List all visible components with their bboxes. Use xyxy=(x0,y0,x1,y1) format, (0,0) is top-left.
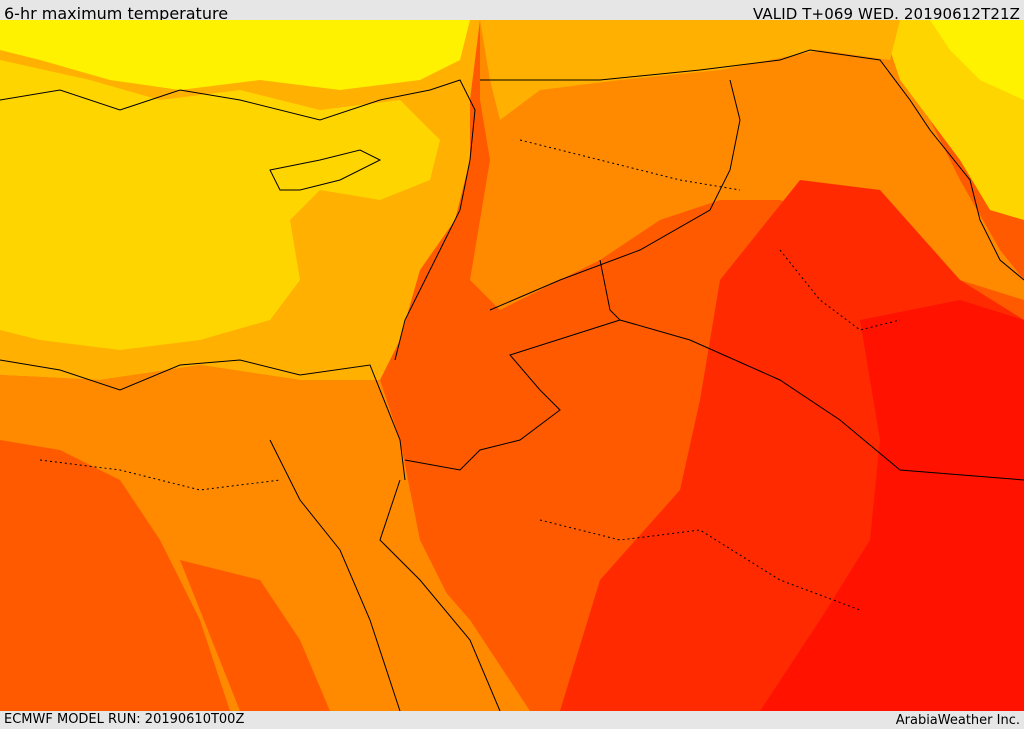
iraq-west-border xyxy=(489,79,741,311)
temperature-map xyxy=(0,20,1024,711)
band-max-southeast xyxy=(760,300,1024,711)
valid-time-label: VALID T+069 WED. 20190612T21Z xyxy=(753,5,1020,23)
saudi-iraq-border xyxy=(619,319,1024,481)
brand-label: ArabiaWeather Inc. xyxy=(895,713,1020,728)
province-line-3 xyxy=(539,519,861,611)
province-borders xyxy=(39,139,901,611)
band-warm-north-strip xyxy=(480,20,900,120)
band-very-hot-egypt-2 xyxy=(180,560,330,711)
coastline-north xyxy=(0,79,476,361)
jordan-saudi-border xyxy=(404,259,621,471)
model-run-label: ECMWF MODEL RUN: 20190610T00Z xyxy=(4,712,245,727)
red-sea-strip xyxy=(330,540,530,711)
footer-bar: ECMWF MODEL RUN: 20190610T00Z ArabiaWeat… xyxy=(0,711,1024,729)
red-sea-coast-east xyxy=(379,479,501,711)
band-cool-ne-core xyxy=(930,20,1024,100)
band-mild-west xyxy=(0,60,440,350)
province-line-1 xyxy=(39,459,281,491)
province-line-2 xyxy=(519,139,741,191)
band-cool-north xyxy=(0,20,470,90)
coastline-south xyxy=(0,359,406,481)
syria-iraq-border xyxy=(480,49,1024,281)
header-bar: 6-hr maximum temperature VALID T+069 WED… xyxy=(0,0,1024,23)
cyprus-outline xyxy=(269,149,382,191)
band-very-hot-egypt xyxy=(0,440,230,711)
country-borders xyxy=(0,49,1024,711)
red-sea-coast-west xyxy=(269,439,401,711)
map-title: 6-hr maximum temperature xyxy=(4,4,229,23)
temperature-map-svg xyxy=(0,20,1024,711)
